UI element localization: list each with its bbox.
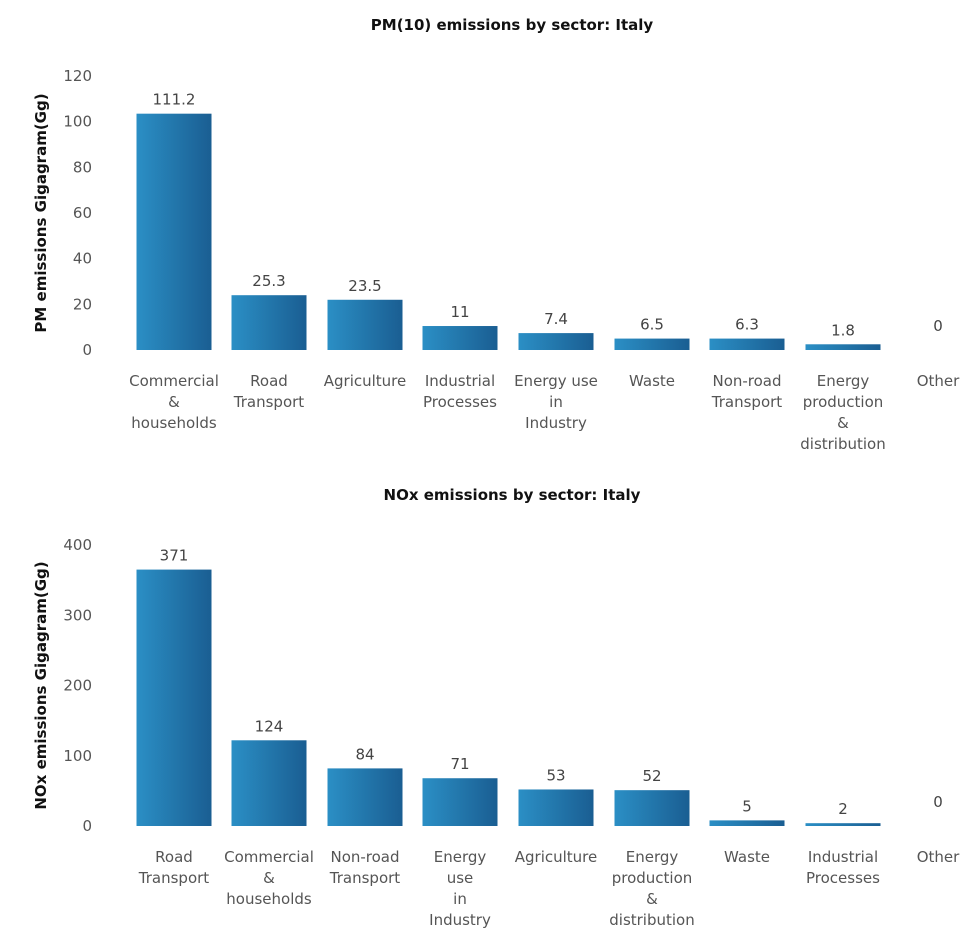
data-label: 2 [838,800,848,818]
bar [614,790,690,826]
category-label: Industrial Processes [423,372,497,411]
data-label: 6.5 [640,316,664,334]
category-label: Road Transport [233,372,305,411]
bar [231,740,307,826]
data-label: 1.8 [831,321,855,339]
category-label: Non-road Transport [329,848,401,887]
category-label: Energy production & distribution [800,372,885,453]
category-label: Energy use in Industry [429,848,491,929]
data-label: 0 [933,793,943,811]
bar [614,338,690,350]
bar [422,778,498,826]
nox-chart: NOx emissions by sector: Italy NOx emissi… [32,486,960,929]
y-tick-label: 20 [73,295,92,313]
category-label: Commercial & households [224,848,314,908]
category-label: Energy use in Industry [514,372,598,432]
y-axis-label: NOx emissions Gigagram(Gg) [32,561,50,809]
data-label: 23.5 [348,277,381,295]
category-label: Agriculture [515,848,598,866]
y-tick-label: 0 [82,817,92,835]
y-tick-label: 300 [63,606,92,624]
data-label: 371 [160,547,189,565]
bar [327,299,403,350]
y-axis-label: PM emissions Gigagram(Gg) [32,93,50,332]
data-label: 71 [450,755,469,773]
data-label: 124 [255,717,284,735]
bar [136,569,212,826]
bar [805,823,881,826]
y-tick-label: 60 [73,204,92,222]
chart-title: NOx emissions by sector: Italy [384,486,641,504]
y-tick-label: 40 [73,250,92,268]
bar [518,333,594,350]
bar [805,344,881,350]
data-label: 5 [742,797,752,815]
category-label: Commercial & households [129,372,219,432]
y-tick-label: 80 [73,158,92,176]
y-tick-label: 100 [63,113,92,131]
bar [327,768,403,826]
category-label: Other [917,848,960,866]
bar [422,326,498,350]
bar [136,113,212,350]
category-label: Industrial Processes [806,848,880,887]
category-label: Non-road Transport [711,372,783,411]
data-label: 111.2 [153,91,196,109]
data-label: 53 [546,766,565,784]
y-tick-label: 400 [63,536,92,554]
bar [231,295,307,350]
data-label: 25.3 [252,272,285,290]
category-label: Waste [629,372,675,390]
data-label: 11 [450,303,469,321]
data-label: 6.3 [735,316,759,334]
bar [518,789,594,826]
bar [709,820,785,826]
data-label: 0 [933,317,943,335]
y-tick-label: 120 [63,67,92,85]
category-label: Other [917,372,960,390]
data-label: 84 [355,745,374,763]
y-tick-label: 0 [82,341,92,359]
category-label: Road Transport [138,848,210,887]
y-tick-label: 100 [63,747,92,765]
y-tick-label: 200 [63,677,92,695]
data-label: 52 [642,767,661,785]
pm10-chart: PM(10) emissions by sector: Italy PM emis… [32,16,960,453]
category-label: Energy production & distribution [609,848,694,929]
category-label: Waste [724,848,770,866]
data-label: 7.4 [544,310,568,328]
bar [709,338,785,350]
chart-title: PM(10) emissions by sector: Italy [371,16,654,34]
category-label: Agriculture [324,372,407,390]
